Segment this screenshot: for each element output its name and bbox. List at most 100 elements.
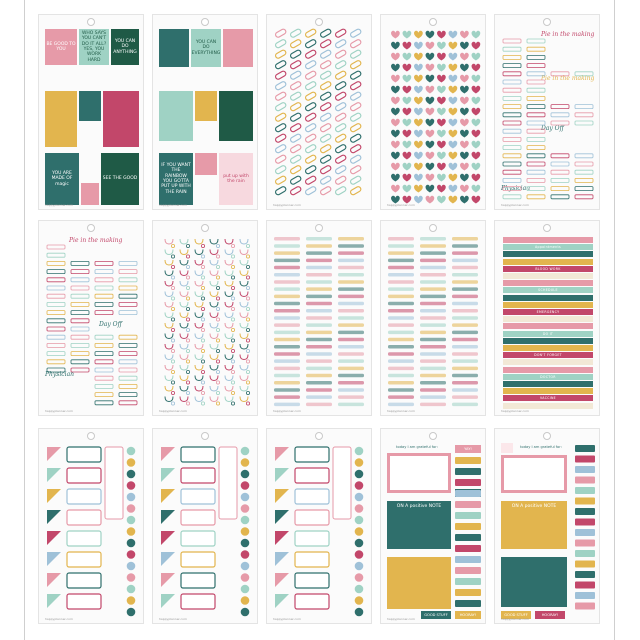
stethoscope-icon — [201, 348, 206, 353]
stethoscope-icon — [179, 301, 189, 308]
heart-icon — [460, 107, 469, 116]
stethoscope-icon — [201, 338, 206, 343]
mini-label — [502, 38, 522, 44]
sticker-card-rain: put up with the rain — [219, 153, 253, 205]
round-dot-sticker — [354, 538, 364, 548]
tall-checklist — [332, 446, 352, 520]
stethoscope-icon — [231, 275, 236, 280]
heart-icon — [414, 140, 423, 149]
stethoscope-icon — [194, 238, 204, 245]
banner-sticker — [503, 366, 593, 373]
bandage-icon — [304, 49, 317, 59]
bandage-icon — [319, 60, 332, 70]
stethoscope-icon — [201, 401, 206, 406]
mini-label — [574, 169, 594, 175]
stethoscope-icon — [224, 280, 234, 287]
flag-sticker — [575, 592, 595, 599]
heart-icon — [460, 162, 469, 171]
bandage-icon — [274, 70, 287, 80]
mini-label — [574, 194, 594, 200]
script-word-sticker — [420, 388, 446, 392]
stethoscope-icon — [224, 249, 234, 256]
mini-label — [94, 334, 114, 340]
mini-label — [526, 87, 546, 93]
script-word-sticker — [338, 280, 364, 284]
round-dot-sticker — [126, 607, 136, 617]
bandage-icon — [274, 133, 287, 143]
stethoscope-icon — [246, 296, 251, 301]
tall-checklist — [104, 446, 124, 520]
bandage-icon — [319, 186, 332, 196]
stethoscope-icon — [170, 369, 175, 374]
script-word-sticker — [338, 287, 364, 291]
bandage-icon — [334, 49, 347, 59]
stethoscope-icon — [239, 333, 249, 340]
script-word-sticker — [420, 323, 446, 327]
flag-strip — [575, 445, 595, 610]
stethoscope-icon — [209, 259, 219, 266]
bandage-icon — [319, 28, 332, 38]
sticker-sheet-12: happyplanner.com — [152, 428, 258, 624]
banner-sticker — [503, 316, 593, 323]
script-word-sticker — [338, 273, 364, 277]
script-word-sticker — [420, 366, 446, 371]
heart-icon — [425, 129, 435, 138]
bandage-icon — [334, 175, 347, 185]
bandage-icon-grid — [274, 28, 362, 196]
stamp-sticker — [455, 578, 481, 585]
bandage-icon — [304, 144, 317, 154]
script-word-sticker — [388, 388, 414, 392]
heart-icon — [425, 184, 435, 193]
heart-icon — [425, 41, 435, 50]
mini-label — [502, 79, 522, 85]
script-word-sticker — [306, 301, 332, 306]
mini-label — [502, 128, 522, 134]
script-word-sticker — [274, 258, 300, 263]
script-word-sticker — [452, 244, 478, 248]
stethoscope-icon — [170, 254, 175, 259]
script-word-sticker — [388, 251, 414, 255]
stethoscope-icon — [164, 396, 174, 403]
stethoscope-icon — [186, 380, 191, 385]
stethoscope-icon — [201, 317, 206, 322]
mini-label — [526, 104, 546, 109]
corner-triangle — [161, 510, 175, 524]
heart-icon — [448, 118, 458, 127]
stethoscope-icon — [246, 338, 251, 343]
script-word-sticker — [274, 345, 300, 349]
heart-icon — [425, 140, 435, 149]
script-word-sticker — [420, 395, 446, 399]
mini-label — [94, 310, 114, 315]
corner-triangle — [47, 531, 61, 545]
mini-label — [118, 261, 138, 266]
sheet-footer: happyplanner.com — [501, 617, 529, 621]
stethoscope-icon — [170, 275, 175, 280]
corner-triangle — [47, 447, 61, 461]
mini-label — [46, 277, 66, 283]
heart-icon — [391, 63, 400, 72]
script-word-sticker — [306, 395, 332, 399]
stethoscope-icon — [224, 312, 234, 319]
heart-icon — [414, 85, 423, 94]
stethoscope-icon — [186, 286, 191, 291]
bandage-icon — [349, 165, 362, 175]
stethoscope-icon — [164, 333, 174, 340]
frame-left-line — [24, 0, 25, 640]
stethoscope-icon — [239, 364, 249, 371]
stethoscope-icon — [224, 333, 234, 340]
stethoscope-icon — [239, 354, 249, 361]
bandage-icon — [349, 102, 362, 112]
stethoscope-icon — [216, 390, 221, 395]
script-word-sticker — [452, 359, 478, 363]
bandage-icon — [349, 112, 362, 122]
bandage-icon — [274, 60, 287, 70]
corner-triangle — [47, 510, 61, 524]
heart-icon — [414, 129, 423, 138]
bandage-icon — [334, 165, 347, 175]
script-word-sticker — [338, 330, 364, 335]
hang-hole — [429, 18, 437, 26]
stethoscope-icon — [186, 369, 191, 374]
heart-icon — [425, 118, 435, 127]
stethoscope-icon — [216, 338, 221, 343]
mini-label — [526, 63, 546, 68]
